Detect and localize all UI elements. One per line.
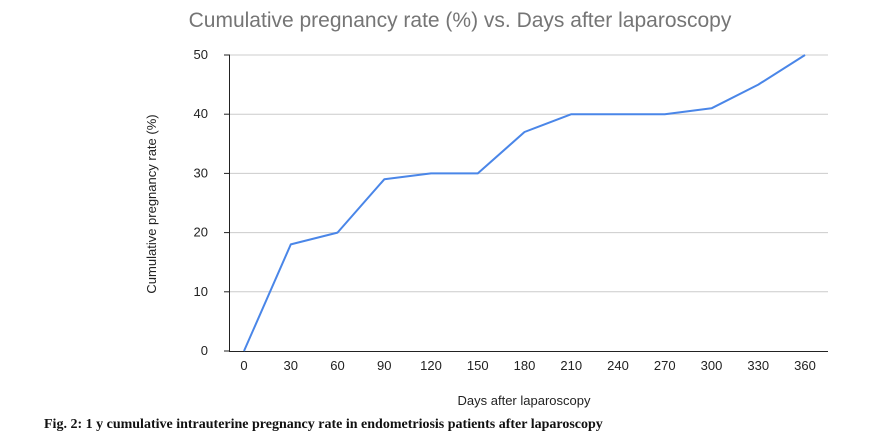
gridlines: [229, 54, 828, 293]
x-tick-label: 0: [240, 358, 247, 373]
x-tick-label: 150: [467, 358, 489, 373]
y-tick-label: 10: [194, 284, 208, 299]
x-tick-label: 90: [377, 358, 391, 373]
y-axis-label: Cumulative pregnancy rate (%): [144, 114, 159, 293]
x-tick-labels: 0 30 60 90 120 150 180 210 240 270 300 330 360: [240, 358, 815, 373]
x-tick-label: 300: [701, 358, 723, 373]
x-tick-label: 60: [330, 358, 344, 373]
y-tick-label: 0: [201, 343, 208, 358]
y-tick-labels: 0 10 20 30 40 50: [194, 47, 208, 358]
axes: [224, 54, 828, 352]
x-tick-label: 30: [284, 358, 298, 373]
x-tick-label: 360: [794, 358, 816, 373]
x-tick-label: 240: [607, 358, 629, 373]
x-tick-label: 270: [654, 358, 676, 373]
x-axis-label: Days after laparoscopy: [458, 393, 591, 408]
y-tick-label: 50: [194, 47, 208, 62]
x-tick-label: 330: [747, 358, 769, 373]
y-tick-label: 20: [194, 225, 208, 240]
x-tick-label: 120: [420, 358, 442, 373]
y-tick-label: 30: [194, 165, 208, 180]
y-tick-label: 40: [194, 106, 208, 121]
chart-title: Cumulative pregnancy rate (%) vs. Days a…: [189, 9, 732, 32]
x-tick-label: 180: [514, 358, 536, 373]
figure-caption: Fig. 2: 1 y cumulative intrauterine preg…: [44, 417, 603, 432]
series-line: [243, 54, 806, 352]
x-tick-label: 210: [560, 358, 582, 373]
